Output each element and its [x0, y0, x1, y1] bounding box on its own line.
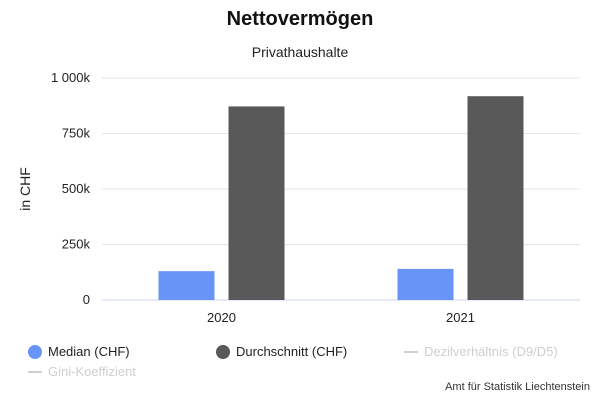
chart-plot: 0 250k 500k 750k 1 000k 2020 2021 in CHF	[17, 70, 580, 325]
legend-item-gini[interactable]: Gini-Koeffizient	[28, 364, 136, 379]
y-tick-label: 500k	[62, 181, 91, 196]
legend-dezil-label: Dezilverhältnis (D9/D5)	[424, 344, 558, 359]
y-axis-label: in CHF	[17, 167, 33, 211]
chart-subtitle: Privathaushalte	[251, 44, 349, 60]
y-tick-label: 1 000k	[51, 70, 91, 85]
legend-durchschnitt-label: Durchschnitt (CHF)	[236, 344, 348, 359]
y-tick-labels: 0 250k 500k 750k 1 000k	[51, 70, 91, 307]
legend-durchschnitt-marker	[216, 344, 230, 359]
y-tick-label: 250k	[62, 237, 91, 252]
legend-item-median[interactable]: Median (CHF)	[28, 344, 130, 359]
legend-gini-label: Gini-Koeffizient	[48, 364, 136, 379]
bar-median-2021[interactable]	[397, 268, 454, 300]
x-tick-label: 2021	[446, 310, 475, 325]
x-tick-labels: 2020 2021	[207, 310, 475, 325]
bar-median-2020[interactable]	[158, 271, 215, 300]
legend-median-marker	[28, 344, 42, 359]
legend-dezil-marker	[404, 350, 418, 353]
bars	[158, 96, 524, 300]
legend-median-label: Median (CHF)	[48, 344, 130, 359]
chart-title: Nettovermögen	[226, 8, 374, 30]
legend-item-durchschnitt[interactable]: Durchschnitt (CHF)	[216, 344, 347, 359]
bar-durchschnitt-2021[interactable]	[467, 96, 524, 300]
x-tick-label: 2020	[207, 310, 236, 325]
legend-gini-marker	[28, 370, 42, 373]
legend-item-dezilverhaeltnis[interactable]: Dezilverhältnis (D9/D5)	[404, 344, 558, 359]
credits[interactable]: Amt für Statistik Liechtenstein	[445, 381, 590, 393]
bar-durchschnitt-2020[interactable]	[228, 106, 285, 300]
y-tick-label: 750k	[62, 126, 91, 141]
y-tick-label: 0	[83, 292, 90, 307]
